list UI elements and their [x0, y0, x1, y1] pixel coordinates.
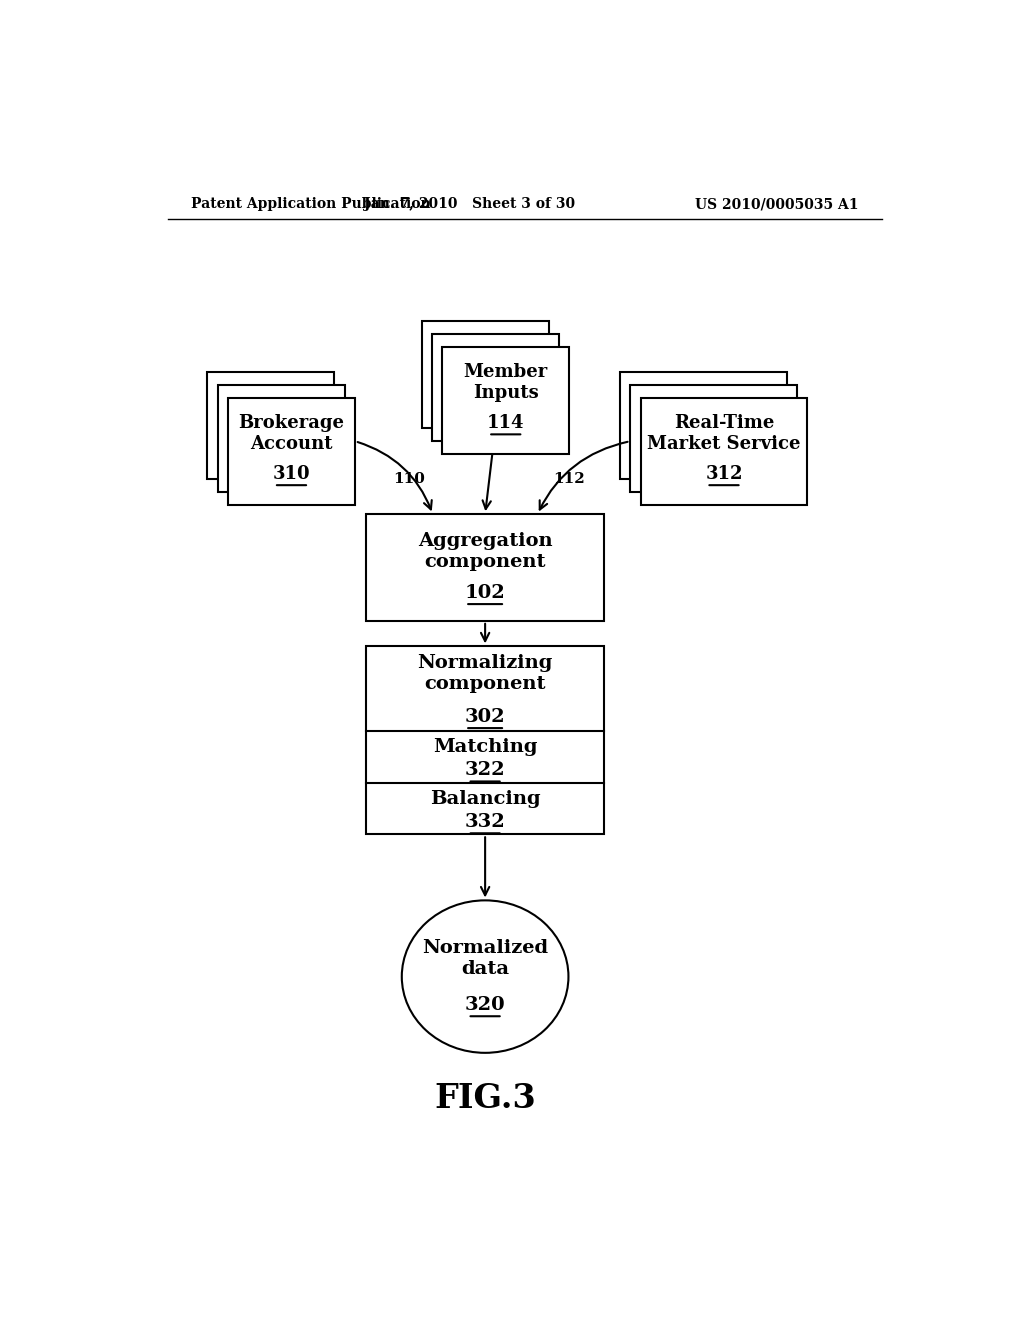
Text: FIG.3: FIG.3 [434, 1082, 536, 1115]
Text: Normalized
data: Normalized data [422, 939, 548, 978]
Bar [422, 321, 549, 428]
Bar [218, 385, 345, 492]
Text: Real-Time
Market Service: Real-Time Market Service [647, 414, 801, 453]
Text: Member
Inputs: Member Inputs [464, 363, 548, 401]
Text: 110: 110 [393, 471, 425, 486]
Text: 320: 320 [465, 997, 506, 1014]
Text: Brokerage
Account: Brokerage Account [239, 414, 344, 453]
Bar [432, 334, 559, 441]
Bar [367, 647, 604, 834]
Bar [641, 399, 807, 506]
Bar [442, 347, 569, 454]
Text: 310: 310 [272, 465, 310, 483]
Text: 312: 312 [706, 465, 742, 483]
Bar [620, 372, 786, 479]
Ellipse shape [401, 900, 568, 1053]
Bar [367, 515, 604, 620]
Text: US 2010/0005035 A1: US 2010/0005035 A1 [694, 197, 858, 211]
Text: 112: 112 [553, 471, 585, 486]
Text: Jan. 7, 2010   Sheet 3 of 30: Jan. 7, 2010 Sheet 3 of 30 [364, 197, 574, 211]
Bar [228, 399, 355, 506]
Text: Balancing: Balancing [430, 789, 541, 808]
Text: Aggregation
component: Aggregation component [418, 532, 552, 570]
Text: Normalizing
component: Normalizing component [418, 653, 553, 693]
Text: 114: 114 [487, 414, 524, 432]
Text: 332: 332 [465, 813, 506, 832]
Text: 322: 322 [465, 762, 506, 779]
Text: Matching: Matching [433, 738, 538, 756]
Bar [207, 372, 334, 479]
Text: 302: 302 [465, 708, 506, 726]
Text: Patent Application Publication: Patent Application Publication [191, 197, 431, 211]
Text: 102: 102 [465, 583, 506, 602]
Bar [631, 385, 797, 492]
